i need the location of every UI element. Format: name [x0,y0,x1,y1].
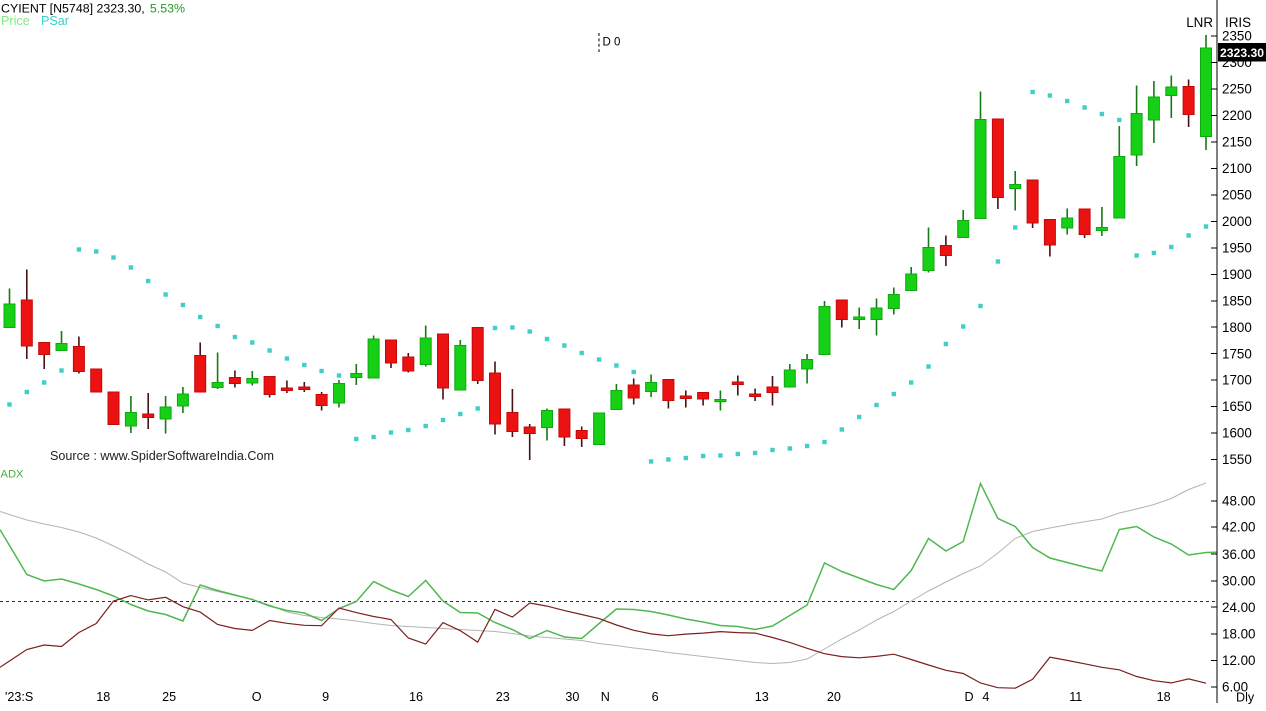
svg-text:IRIS: IRIS [1225,15,1251,30]
svg-text:6.00: 6.00 [1222,680,1248,695]
svg-text:ADX: ADX [1,469,25,481]
svg-text:N: N [601,690,610,704]
svg-text:Dly: Dly [1236,691,1255,705]
svg-text:2200: 2200 [1222,108,1252,123]
svg-text:2323.30: 2323.30 [1220,46,1264,60]
svg-text:PSar: PSar [41,14,69,28]
svg-text:Price: Price [1,14,30,28]
svg-text:13: 13 [755,690,769,704]
svg-text:4: 4 [982,690,989,704]
svg-text:20: 20 [827,690,841,704]
svg-text:2100: 2100 [1222,161,1252,176]
svg-text:1800: 1800 [1222,320,1252,335]
svg-text:1900: 1900 [1222,267,1252,282]
svg-text:2150: 2150 [1222,135,1252,150]
svg-text:CYIENT [N5748] 2323.30,: CYIENT [N5748] 2323.30, [1,2,145,16]
svg-text:6: 6 [652,690,659,704]
svg-text:2350: 2350 [1222,29,1252,44]
svg-text:5.53%: 5.53% [150,2,185,16]
svg-text:1600: 1600 [1222,426,1252,441]
svg-text:42.00: 42.00 [1222,520,1256,535]
svg-text:16: 16 [409,690,423,704]
svg-text:1650: 1650 [1222,399,1252,414]
svg-text:LNR: LNR [1186,15,1213,30]
svg-text:48.00: 48.00 [1222,493,1256,508]
svg-text:D: D [965,690,974,704]
svg-text:2250: 2250 [1222,82,1252,97]
svg-text:1850: 1850 [1222,293,1252,308]
svg-text:1550: 1550 [1222,452,1252,467]
svg-text:D 0: D 0 [603,37,621,49]
svg-text:30: 30 [565,690,579,704]
svg-text:1750: 1750 [1222,346,1252,361]
svg-text:25: 25 [162,690,176,704]
svg-text:2050: 2050 [1222,188,1252,203]
svg-text:23: 23 [496,690,510,704]
svg-text:1700: 1700 [1222,373,1252,388]
svg-text:30.00: 30.00 [1222,573,1256,588]
svg-text:9: 9 [322,690,329,704]
svg-text:18: 18 [96,690,110,704]
svg-text:12.00: 12.00 [1222,653,1256,668]
svg-text:24.00: 24.00 [1222,600,1256,615]
svg-text:'23:S: '23:S [5,690,33,704]
svg-text:18.00: 18.00 [1222,626,1256,641]
svg-text:O: O [252,690,262,704]
svg-text:Source : www.SpiderSoftwareInd: Source : www.SpiderSoftwareIndia.Com [50,449,274,463]
svg-text:18: 18 [1157,690,1171,704]
svg-text:11: 11 [1069,690,1082,704]
svg-text:2000: 2000 [1222,214,1252,229]
svg-text:36.00: 36.00 [1222,547,1256,562]
svg-text:1950: 1950 [1222,240,1252,255]
